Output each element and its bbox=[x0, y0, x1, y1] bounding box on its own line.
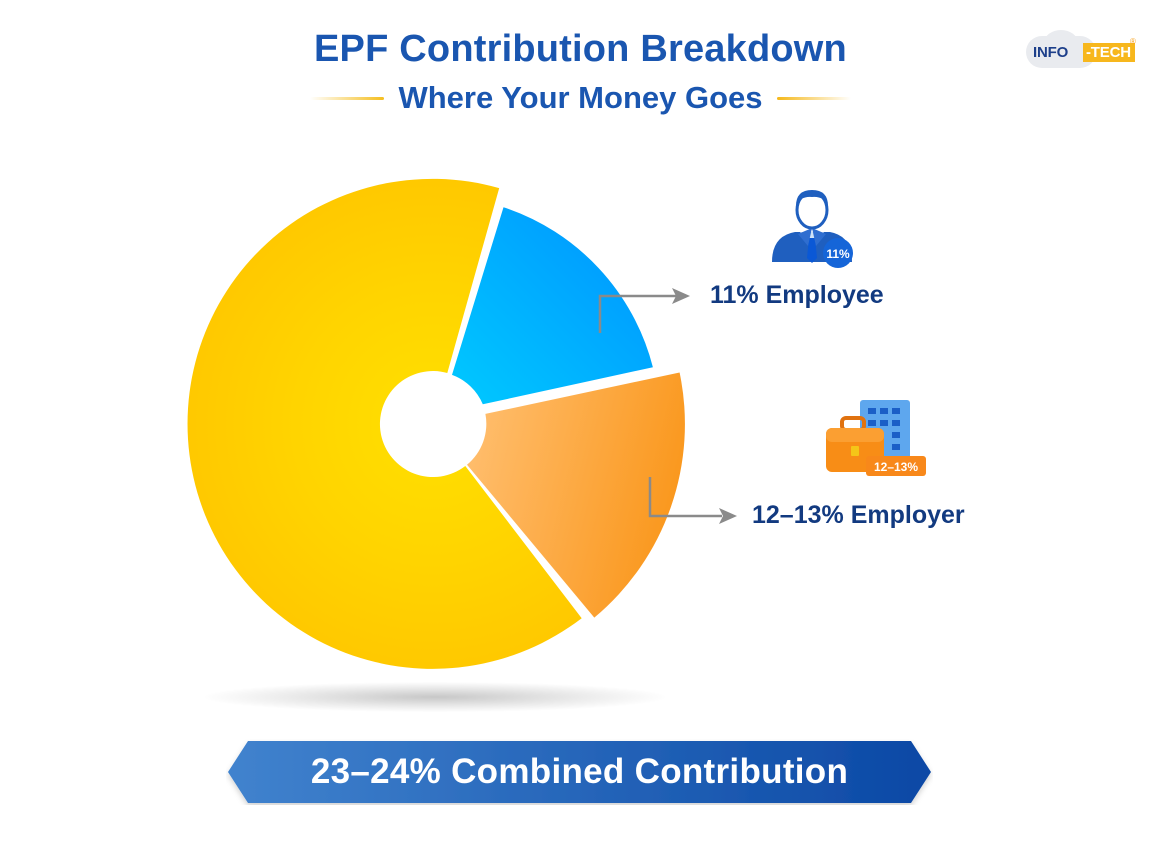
pie-shadow bbox=[205, 682, 665, 712]
employer-badge-text: 12–13% bbox=[874, 460, 918, 474]
employee-badge-text: 11% bbox=[826, 247, 850, 261]
briefcase-building-icon: 12–13% bbox=[826, 400, 926, 476]
employer-leader-arrow bbox=[648, 477, 722, 518]
logo-text-info: INFO bbox=[1033, 44, 1069, 61]
slice-employee bbox=[452, 207, 653, 405]
combined-contribution-text: 23–24% Combined Contribution bbox=[310, 752, 849, 791]
accent-line-right bbox=[776, 96, 851, 100]
brand-logo: INFO -TECH ® bbox=[1024, 30, 1144, 72]
employee-label: 11% Employee bbox=[710, 281, 884, 309]
page-title: EPF Contribution Breakdown bbox=[314, 28, 847, 70]
slice-employer bbox=[467, 372, 685, 618]
slice-remaining bbox=[187, 178, 582, 669]
logo-text-tech: -TECH bbox=[1083, 43, 1135, 62]
logo-cloud-puff bbox=[1044, 30, 1078, 56]
employee-person-icon: 11% bbox=[772, 190, 853, 268]
subtitle-row: Where Your Money Goes bbox=[0, 78, 1161, 118]
employer-label: 12–13% Employer bbox=[752, 501, 965, 529]
employee-leader-arrow bbox=[598, 294, 676, 333]
accent-line-left bbox=[310, 96, 385, 100]
employee-arrowhead-icon bbox=[672, 288, 690, 304]
employer-arrowhead-icon bbox=[719, 508, 737, 524]
page-subtitle: Where Your Money Goes bbox=[398, 80, 763, 115]
logo-registered-mark: ® bbox=[1130, 37, 1136, 46]
combined-contribution-banner bbox=[228, 741, 931, 803]
